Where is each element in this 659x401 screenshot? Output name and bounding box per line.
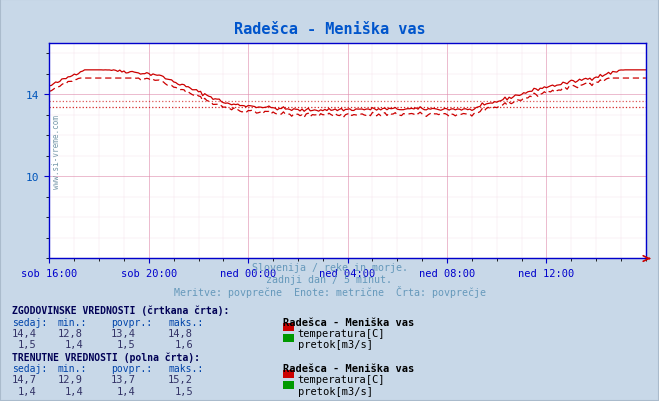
- Text: povpr.:: povpr.:: [111, 363, 152, 373]
- Text: pretok[m3/s]: pretok[m3/s]: [298, 386, 373, 396]
- Text: 1,5: 1,5: [175, 386, 193, 396]
- Text: 1,4: 1,4: [65, 386, 83, 396]
- Text: www.si-vreme.com: www.si-vreme.com: [52, 114, 61, 188]
- Text: 1,4: 1,4: [65, 339, 83, 349]
- Text: TRENUTNE VREDNOSTI (polna črta):: TRENUTNE VREDNOSTI (polna črta):: [12, 351, 200, 362]
- Text: Meritve: povprečne  Enote: metrične  Črta: povprečje: Meritve: povprečne Enote: metrične Črta:…: [173, 285, 486, 297]
- Text: povpr.:: povpr.:: [111, 317, 152, 327]
- Text: temperatura[C]: temperatura[C]: [298, 328, 386, 338]
- Text: sedaj:: sedaj:: [12, 363, 47, 373]
- Text: 14,4: 14,4: [12, 328, 37, 338]
- Text: 13,4: 13,4: [111, 328, 136, 338]
- Text: temperatura[C]: temperatura[C]: [298, 375, 386, 385]
- Text: zadnji dan / 5 minut.: zadnji dan / 5 minut.: [266, 274, 393, 284]
- Text: sedaj:: sedaj:: [12, 317, 47, 327]
- Text: 1,6: 1,6: [175, 339, 193, 349]
- Text: 1,4: 1,4: [18, 386, 37, 396]
- Text: 12,8: 12,8: [58, 328, 83, 338]
- Text: pretok[m3/s]: pretok[m3/s]: [298, 339, 373, 349]
- Text: 1,5: 1,5: [117, 339, 136, 349]
- Text: 13,7: 13,7: [111, 375, 136, 385]
- Text: min.:: min.:: [58, 363, 88, 373]
- Text: 15,2: 15,2: [168, 375, 193, 385]
- Text: 1,4: 1,4: [117, 386, 136, 396]
- Text: Radešca - Meniška vas: Radešca - Meniška vas: [283, 317, 415, 327]
- Text: Radešca - Meniška vas: Radešca - Meniška vas: [234, 22, 425, 37]
- Text: Slovenija / reke in morje.: Slovenija / reke in morje.: [252, 263, 407, 273]
- Text: min.:: min.:: [58, 317, 88, 327]
- Text: 14,7: 14,7: [12, 375, 37, 385]
- Text: maks.:: maks.:: [168, 363, 203, 373]
- Text: 12,9: 12,9: [58, 375, 83, 385]
- Text: maks.:: maks.:: [168, 317, 203, 327]
- Text: Radešca - Meniška vas: Radešca - Meniška vas: [283, 363, 415, 373]
- Text: 1,5: 1,5: [18, 339, 37, 349]
- Text: ZGODOVINSKE VREDNOSTI (črtkana črta):: ZGODOVINSKE VREDNOSTI (črtkana črta):: [12, 305, 229, 315]
- Text: 14,8: 14,8: [168, 328, 193, 338]
